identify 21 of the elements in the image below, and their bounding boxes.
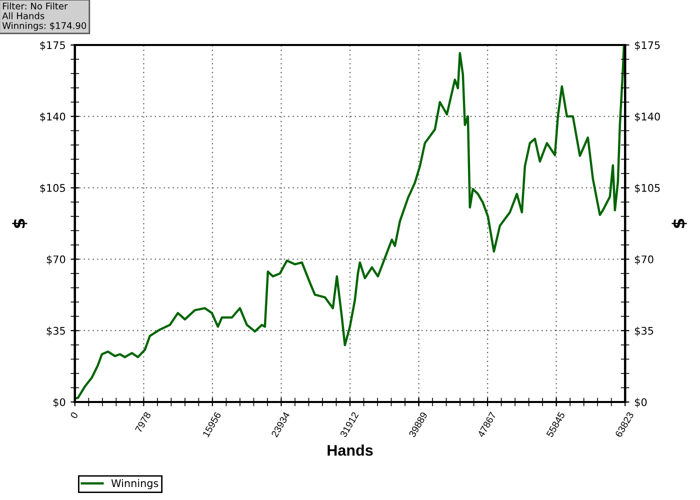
- x-axis-title: Hands: [328, 444, 373, 456]
- y-tick-label: $140: [40, 112, 66, 122]
- y-tick-label: $0: [53, 398, 66, 408]
- text: All Hands: [2, 12, 44, 20]
- y-axis-title: $: [12, 218, 28, 228]
- y-tick-label: $105: [40, 184, 65, 194]
- y-tick-label: $70: [46, 255, 66, 265]
- line-series: [74, 45, 626, 400]
- x-tick-label: 0: [70, 411, 78, 419]
- y2-tick-label: $0: [634, 398, 647, 408]
- y2-tick-label: $70: [634, 255, 654, 265]
- y2-tick-label: $140: [634, 112, 660, 122]
- y-tick-label: $35: [46, 326, 65, 336]
- y-tick-label: $175: [40, 41, 65, 50]
- text: Winnings: $174.90: [2, 22, 86, 31]
- text: Filter: No Filter: [2, 2, 68, 10]
- y2-tick-label: $175: [634, 41, 660, 50]
- y2-tick-label: $105: [634, 184, 660, 194]
- y2-axis-title: $: [672, 218, 687, 228]
- y2-tick-label: $35: [634, 326, 654, 336]
- legend-label: Winnings: [111, 479, 158, 490]
